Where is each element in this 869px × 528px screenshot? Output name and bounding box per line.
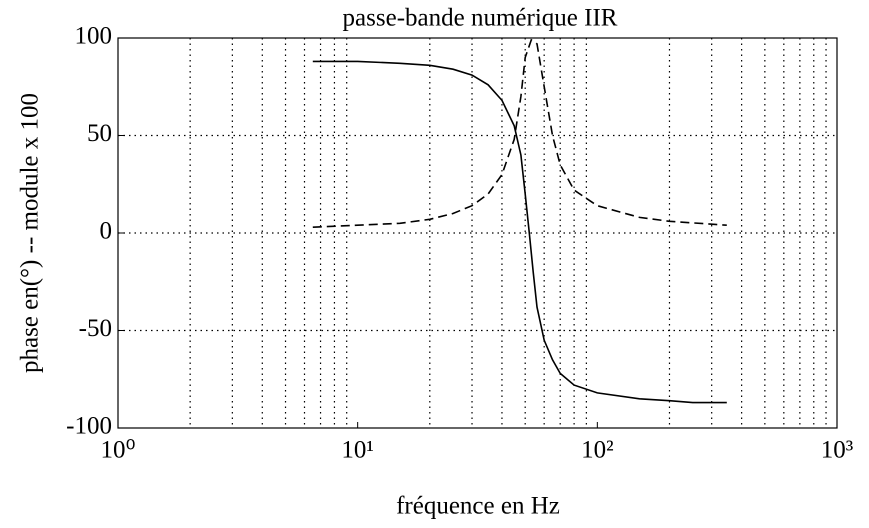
y-axis-label: phase en(°) -- module x 100 [17,93,44,373]
line-series [312,60,727,404]
y-tick-label: 100 [75,23,113,50]
y-tick-label: 50 [87,120,112,147]
chart-title: passe-bande numérique IIR [343,5,618,32]
line-series [312,38,727,228]
x-tick-label: 10³ [821,437,854,464]
y-tick-label: -50 [79,315,112,342]
x-tick-label: 10² [581,437,614,464]
x-tick-label: 10⁰ [100,437,135,464]
x-axis-label: fréquence en Hz [396,493,560,520]
y-tick-label: -100 [66,413,112,440]
x-tick-label: 10¹ [341,437,374,464]
y-tick-label: 0 [100,218,113,245]
